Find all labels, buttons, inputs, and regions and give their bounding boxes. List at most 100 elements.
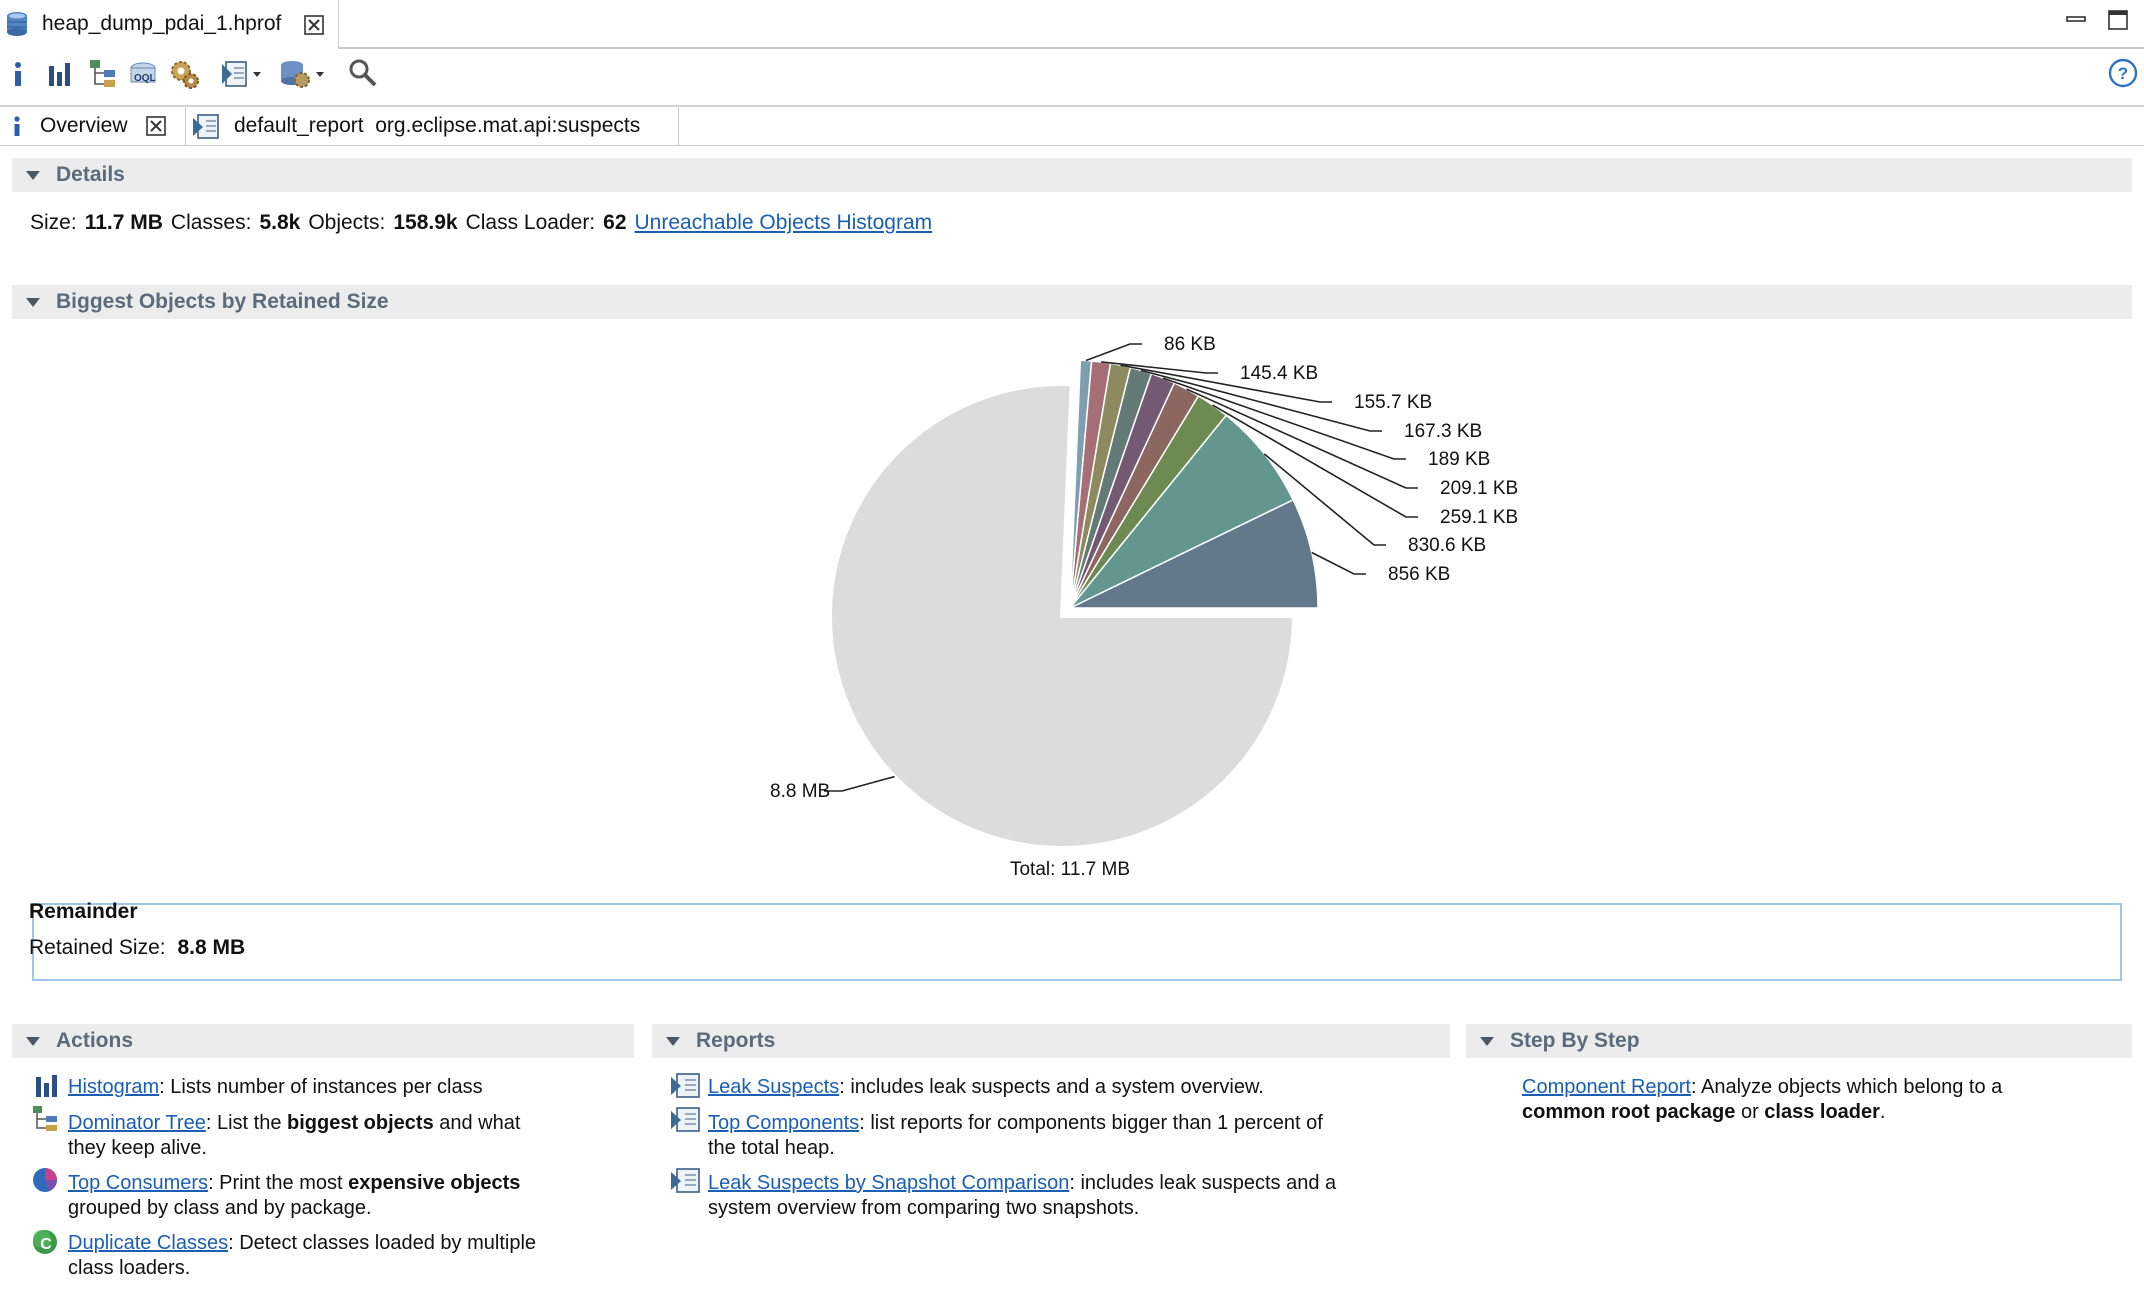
action-dominator-tree: Dominator Tree: List the biggest objects…: [68, 1111, 628, 1161]
svg-text:?: ?: [2118, 64, 2128, 83]
pie-leader-line: [1311, 551, 1366, 575]
oql-icon[interactable]: OQL: [128, 60, 158, 88]
pie-leader-line: [1212, 404, 1418, 518]
histogram-link[interactable]: Histogram: [68, 1076, 160, 1098]
action-histogram: Histogram: Lists number of instances per…: [68, 1075, 483, 1100]
dominator-tree-icon[interactable]: [88, 58, 118, 88]
step-component-report: Component Report: Analyze objects which …: [1522, 1075, 2122, 1125]
top-components-link[interactable]: Top Components: [708, 1112, 860, 1134]
pie-slice[interactable]: [1069, 359, 1093, 609]
report-icon: [671, 1107, 700, 1132]
heap-dump-actions-icon[interactable]: [278, 58, 328, 90]
pie-total-label: Total: 11.7 MB: [1010, 859, 1130, 880]
pie-leader-line: [1100, 361, 1218, 374]
biggest-objects-section-header[interactable]: Biggest Objects by Retained Size: [12, 285, 2132, 319]
action-dominator-desc-2: and what: [433, 1112, 521, 1134]
objects-label: Objects:: [308, 211, 386, 234]
report-tab-strip: [0, 107, 2144, 146]
top-consumers-icon: [33, 1168, 57, 1192]
biggest-objects-header-label: Biggest Objects by Retained Size: [56, 290, 389, 313]
report-icon: [193, 114, 219, 139]
pie-leader-line: [1120, 364, 1332, 403]
histogram-icon[interactable]: [46, 60, 74, 88]
action-consumers-desc-1: : Print the most: [208, 1172, 349, 1194]
pie-slice-label: 189 KB: [1428, 449, 1490, 470]
editor-tab-title: heap_dump_pdai_1.hprof: [42, 12, 282, 35]
svg-text:OQL: OQL: [134, 73, 156, 84]
class-loader-value: 62: [603, 211, 627, 234]
report-dropdown-icon[interactable]: [220, 58, 264, 90]
maximize-icon[interactable]: [2108, 10, 2130, 32]
step-by-step-header-label: Step By Step: [1510, 1029, 1640, 1052]
action-dominator-desc-3: they keep alive.: [68, 1137, 207, 1159]
pie-slice-label: 259.1 KB: [1440, 507, 1518, 528]
remainder-tooltip-box: [32, 903, 2122, 981]
dominator-tree-link[interactable]: Dominator Tree: [68, 1112, 206, 1134]
info-icon[interactable]: [8, 60, 28, 88]
details-section-header[interactable]: Details: [12, 158, 2132, 192]
duplicate-classes-link[interactable]: Duplicate Classes: [68, 1232, 229, 1254]
pie-slice[interactable]: [1069, 498, 1319, 609]
pie-slice-label: 209.1 KB: [1440, 478, 1518, 499]
leak-suspects-comparison-link[interactable]: Leak Suspects by Snapshot Comparison: [708, 1172, 1070, 1194]
pie-leader-line: [824, 775, 895, 792]
top-consumers-link[interactable]: Top Consumers: [68, 1172, 209, 1194]
step-bold-1: common root package: [1522, 1101, 1736, 1123]
histogram-icon: [36, 1075, 57, 1097]
retained-size-value: 8.8 MB: [177, 936, 246, 959]
editor-tab-heap-dump[interactable]: heap_dump_pdai_1.hprof: [0, 0, 339, 49]
pie-slice[interactable]: [1069, 414, 1295, 609]
pie-leader-line: [1263, 453, 1386, 546]
tab-default-report[interactable]: default_report org.eclipse.mat.api:suspe…: [185, 107, 679, 145]
leak-suspects-link[interactable]: Leak Suspects: [708, 1076, 840, 1098]
collapse-triangle-icon[interactable]: [26, 170, 40, 180]
search-icon[interactable]: [348, 58, 378, 88]
actions-header-label: Actions: [56, 1029, 134, 1052]
tab-overview-label: Overview: [40, 114, 128, 137]
step-by-step-section-header[interactable]: Step By Step: [1466, 1024, 2132, 1058]
step-desc-mid: or: [1735, 1101, 1765, 1123]
pie-leader-line: [1085, 343, 1142, 362]
gears-icon[interactable]: [168, 58, 200, 90]
close-icon[interactable]: [304, 15, 324, 35]
actions-section-header[interactable]: Actions: [12, 1024, 634, 1058]
pie-leader-line: [1162, 377, 1406, 460]
report-components-desc-2: the total heap.: [708, 1137, 835, 1159]
collapse-triangle-icon[interactable]: [666, 1036, 680, 1046]
close-icon[interactable]: [145, 116, 166, 136]
reports-header-label: Reports: [696, 1029, 776, 1052]
pie-slice-label: 86 KB: [1164, 334, 1216, 355]
help-icon[interactable]: ?: [2108, 58, 2138, 88]
collapse-triangle-icon[interactable]: [26, 297, 40, 307]
action-dominator-bold: biggest objects: [287, 1112, 434, 1134]
pie-slice-label: 830.6 KB: [1408, 535, 1486, 556]
report-comparison-desc-1: : includes leak suspects and a: [1069, 1172, 1337, 1194]
reports-section-header[interactable]: Reports: [652, 1024, 1450, 1058]
step-bold-2: class loader: [1764, 1101, 1880, 1123]
component-report-link[interactable]: Component Report: [1522, 1076, 1691, 1098]
step-desc-end: .: [1879, 1101, 1886, 1123]
database-icon: [7, 12, 27, 36]
objects-value: 158.9k: [393, 211, 458, 234]
size-value: 11.7 MB: [84, 211, 163, 234]
pie-leader-line: [1140, 369, 1382, 432]
collapse-triangle-icon[interactable]: [1480, 1036, 1494, 1046]
step-desc-1: : Analyze objects which belong to a: [1690, 1076, 2003, 1098]
pie-slice-label: 8.8 MB: [770, 781, 830, 802]
tab-overview[interactable]: Overview: [0, 107, 183, 145]
pie-slice-label: 167.3 KB: [1404, 421, 1482, 442]
collapse-triangle-icon[interactable]: [26, 1036, 40, 1046]
action-histogram-desc: : Lists number of instances per class: [159, 1076, 483, 1098]
report-leak-suspects: Leak Suspects: includes leak suspects an…: [708, 1075, 1264, 1100]
class-loader-label: Class Loader:: [465, 211, 596, 234]
action-top-consumers: Top Consumers: Print the most expensive …: [68, 1171, 628, 1221]
action-duplicate-classes: Duplicate Classes: Detect classes loaded…: [68, 1231, 628, 1281]
action-consumers-bold: expensive objects: [348, 1172, 521, 1194]
minimize-icon[interactable]: [2066, 10, 2088, 28]
pie-slice-label: 155.7 KB: [1354, 392, 1432, 413]
details-summary: Size: 11.7 MB Classes: 5.8k Objects: 158…: [30, 208, 932, 238]
unreachable-objects-histogram-link[interactable]: Unreachable Objects Histogram: [634, 211, 933, 234]
pie-slice[interactable]: [828, 382, 1297, 850]
report-top-components: Top Components: list reports for compone…: [708, 1111, 1448, 1161]
classes-label: Classes:: [170, 211, 252, 234]
